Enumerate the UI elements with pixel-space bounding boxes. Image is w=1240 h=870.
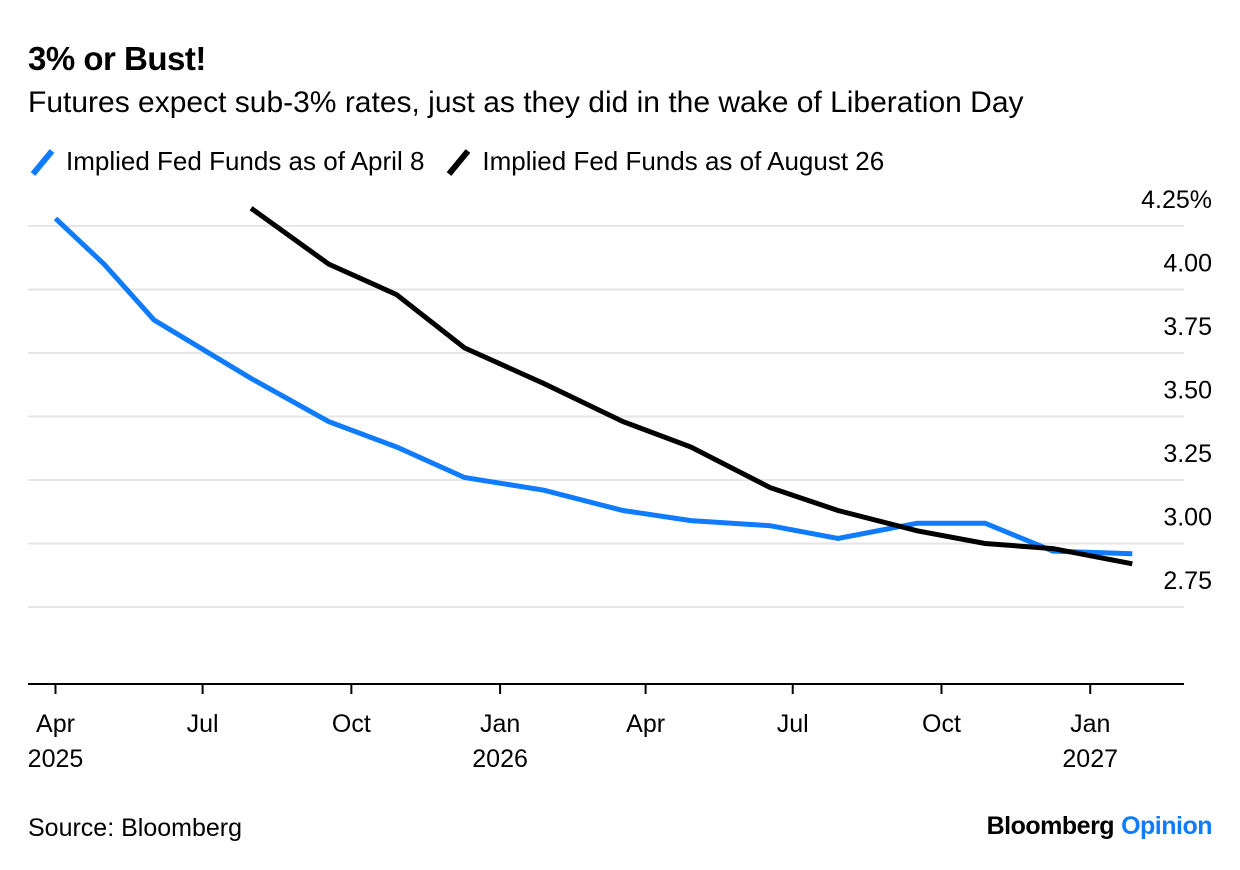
x-tick-year-label: 2025 [28,745,84,773]
x-tick-label: Oct [332,710,371,738]
y-tick-label: 3.75 [1163,313,1212,341]
series-line-august-26 [249,206,1133,567]
chart-subtitle: Futures expect sub-3% rates, just as the… [28,86,1024,119]
legend-label-april-8: Implied Fed Funds as of April 8 [66,146,425,176]
x-tick-label: Apr [36,710,75,738]
y-tick-label: 2.75 [1163,567,1212,595]
legend-item-august-26: Implied Fed Funds as of August 26 [446,146,884,177]
legend-item-april-8: Implied Fed Funds as of April 8 [30,146,424,177]
x-tick-year-label: 2027 [1062,745,1118,773]
y-tick-label: 4.25% [1141,186,1212,214]
x-tick-label: Jan [480,710,520,738]
legend-label-august-26: Implied Fed Funds as of August 26 [482,146,885,176]
chart-legend: Implied Fed Funds as of April 8 Implied … [30,146,906,177]
x-tick-label: Apr [626,710,665,738]
source-note: Source: Bloomberg [28,814,243,842]
x-tick-label: Jan [1070,710,1110,738]
y-tick-label: 4.00 [1163,250,1212,278]
x-tick-label: Jul [777,710,809,738]
series-line-april-8 [53,216,1133,557]
y-tick-label: 3.00 [1163,504,1212,532]
y-tick-label: 3.25 [1163,440,1212,468]
brand-name: Bloomberg [986,812,1115,840]
brand-accent: Opinion [1121,812,1212,840]
x-tick-year-label: 2026 [472,745,528,773]
legend-swatch-april-8 [30,148,55,176]
brand-logo: Bloomberg Opinion [986,812,1213,841]
x-tick-label: Jul [187,710,219,738]
chart-title: 3% or Bust! [28,40,206,77]
y-tick-label: 3.50 [1163,377,1212,405]
legend-swatch-august-26 [447,148,471,176]
x-tick-label: Oct [922,710,961,738]
